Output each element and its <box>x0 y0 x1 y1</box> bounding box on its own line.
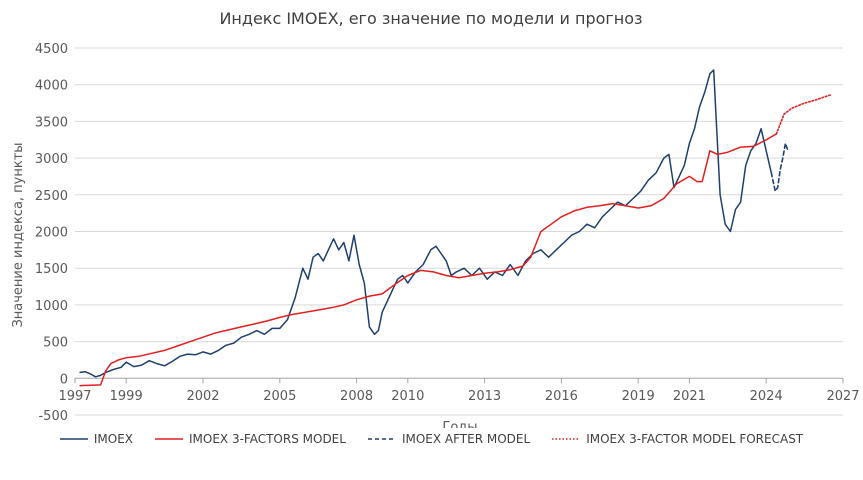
x-tick-label: 2016 <box>545 389 578 404</box>
y-tick-label: 4000 <box>35 79 68 94</box>
legend-item: IMOEX <box>59 432 133 446</box>
legend-item: IMOEX 3-FACTOR MODEL FORECAST <box>552 432 803 446</box>
y-axis-label: Значение индекса, пункты <box>11 142 26 327</box>
legend-label: IMOEX 3-FACTORS MODEL <box>189 432 346 446</box>
series-line-1 <box>79 69 773 378</box>
y-tick-label: 3000 <box>35 152 68 167</box>
series-line-4 <box>775 94 832 135</box>
legend-swatch <box>552 438 581 440</box>
x-tick-label: 2010 <box>391 389 424 404</box>
legend-swatch <box>59 438 88 440</box>
legend-swatch <box>367 438 396 440</box>
y-tick-label: -500 <box>38 409 68 424</box>
line-chart: Индекс IMOEX, его значение по модели и п… <box>11 9 860 428</box>
x-tick-label: 2002 <box>186 389 219 404</box>
y-tick-label: 1000 <box>35 299 68 314</box>
legend-item: IMOEX AFTER MODEL <box>367 432 531 446</box>
gridlines <box>75 47 843 416</box>
x-tick-label: 2024 <box>750 389 783 404</box>
series-group <box>79 69 832 387</box>
legend-swatch <box>155 438 183 440</box>
x-tick-label: 1999 <box>110 389 143 404</box>
chart-title: Индекс IMOEX, его значение по модели и п… <box>219 9 642 28</box>
y-tick-label: 4500 <box>35 42 68 57</box>
legend-item: IMOEX 3-FACTORS MODEL <box>155 432 346 446</box>
x-tick-label: 2021 <box>673 389 706 404</box>
y-tick-label: 3500 <box>35 115 68 130</box>
x-tick-label: 2005 <box>263 389 296 404</box>
legend: IMOEX IMOEX 3-FACTORS MODEL IMOEX AFTER MO… <box>0 428 863 450</box>
x-tick-label: 2008 <box>340 389 373 404</box>
y-tick-label: 0 <box>60 372 68 387</box>
y-tick-label: 1500 <box>35 262 68 277</box>
y-tick-label: 2500 <box>35 189 68 204</box>
x-tick-label: 2027 <box>826 389 859 404</box>
legend-label: IMOEX AFTER MODEL <box>401 432 531 446</box>
y-tick-label: 2000 <box>35 226 68 241</box>
x-tick-label: 2013 <box>468 389 501 404</box>
x-tick-label: 2019 <box>622 389 655 404</box>
series-line-2 <box>79 133 778 387</box>
x-axis-label: Годы <box>442 420 477 428</box>
series-line-3 <box>770 142 789 192</box>
y-tick-label: 500 <box>43 336 68 351</box>
legend-label: IMOEX <box>93 432 133 446</box>
x-tick-label: 1997 <box>58 389 91 404</box>
legend-label: IMOEX 3-FACTOR MODEL FORECAST <box>586 432 804 446</box>
axes: -500 0 500 1000 1500 2000 2500 3000 3500 4000 4500… <box>35 42 860 424</box>
